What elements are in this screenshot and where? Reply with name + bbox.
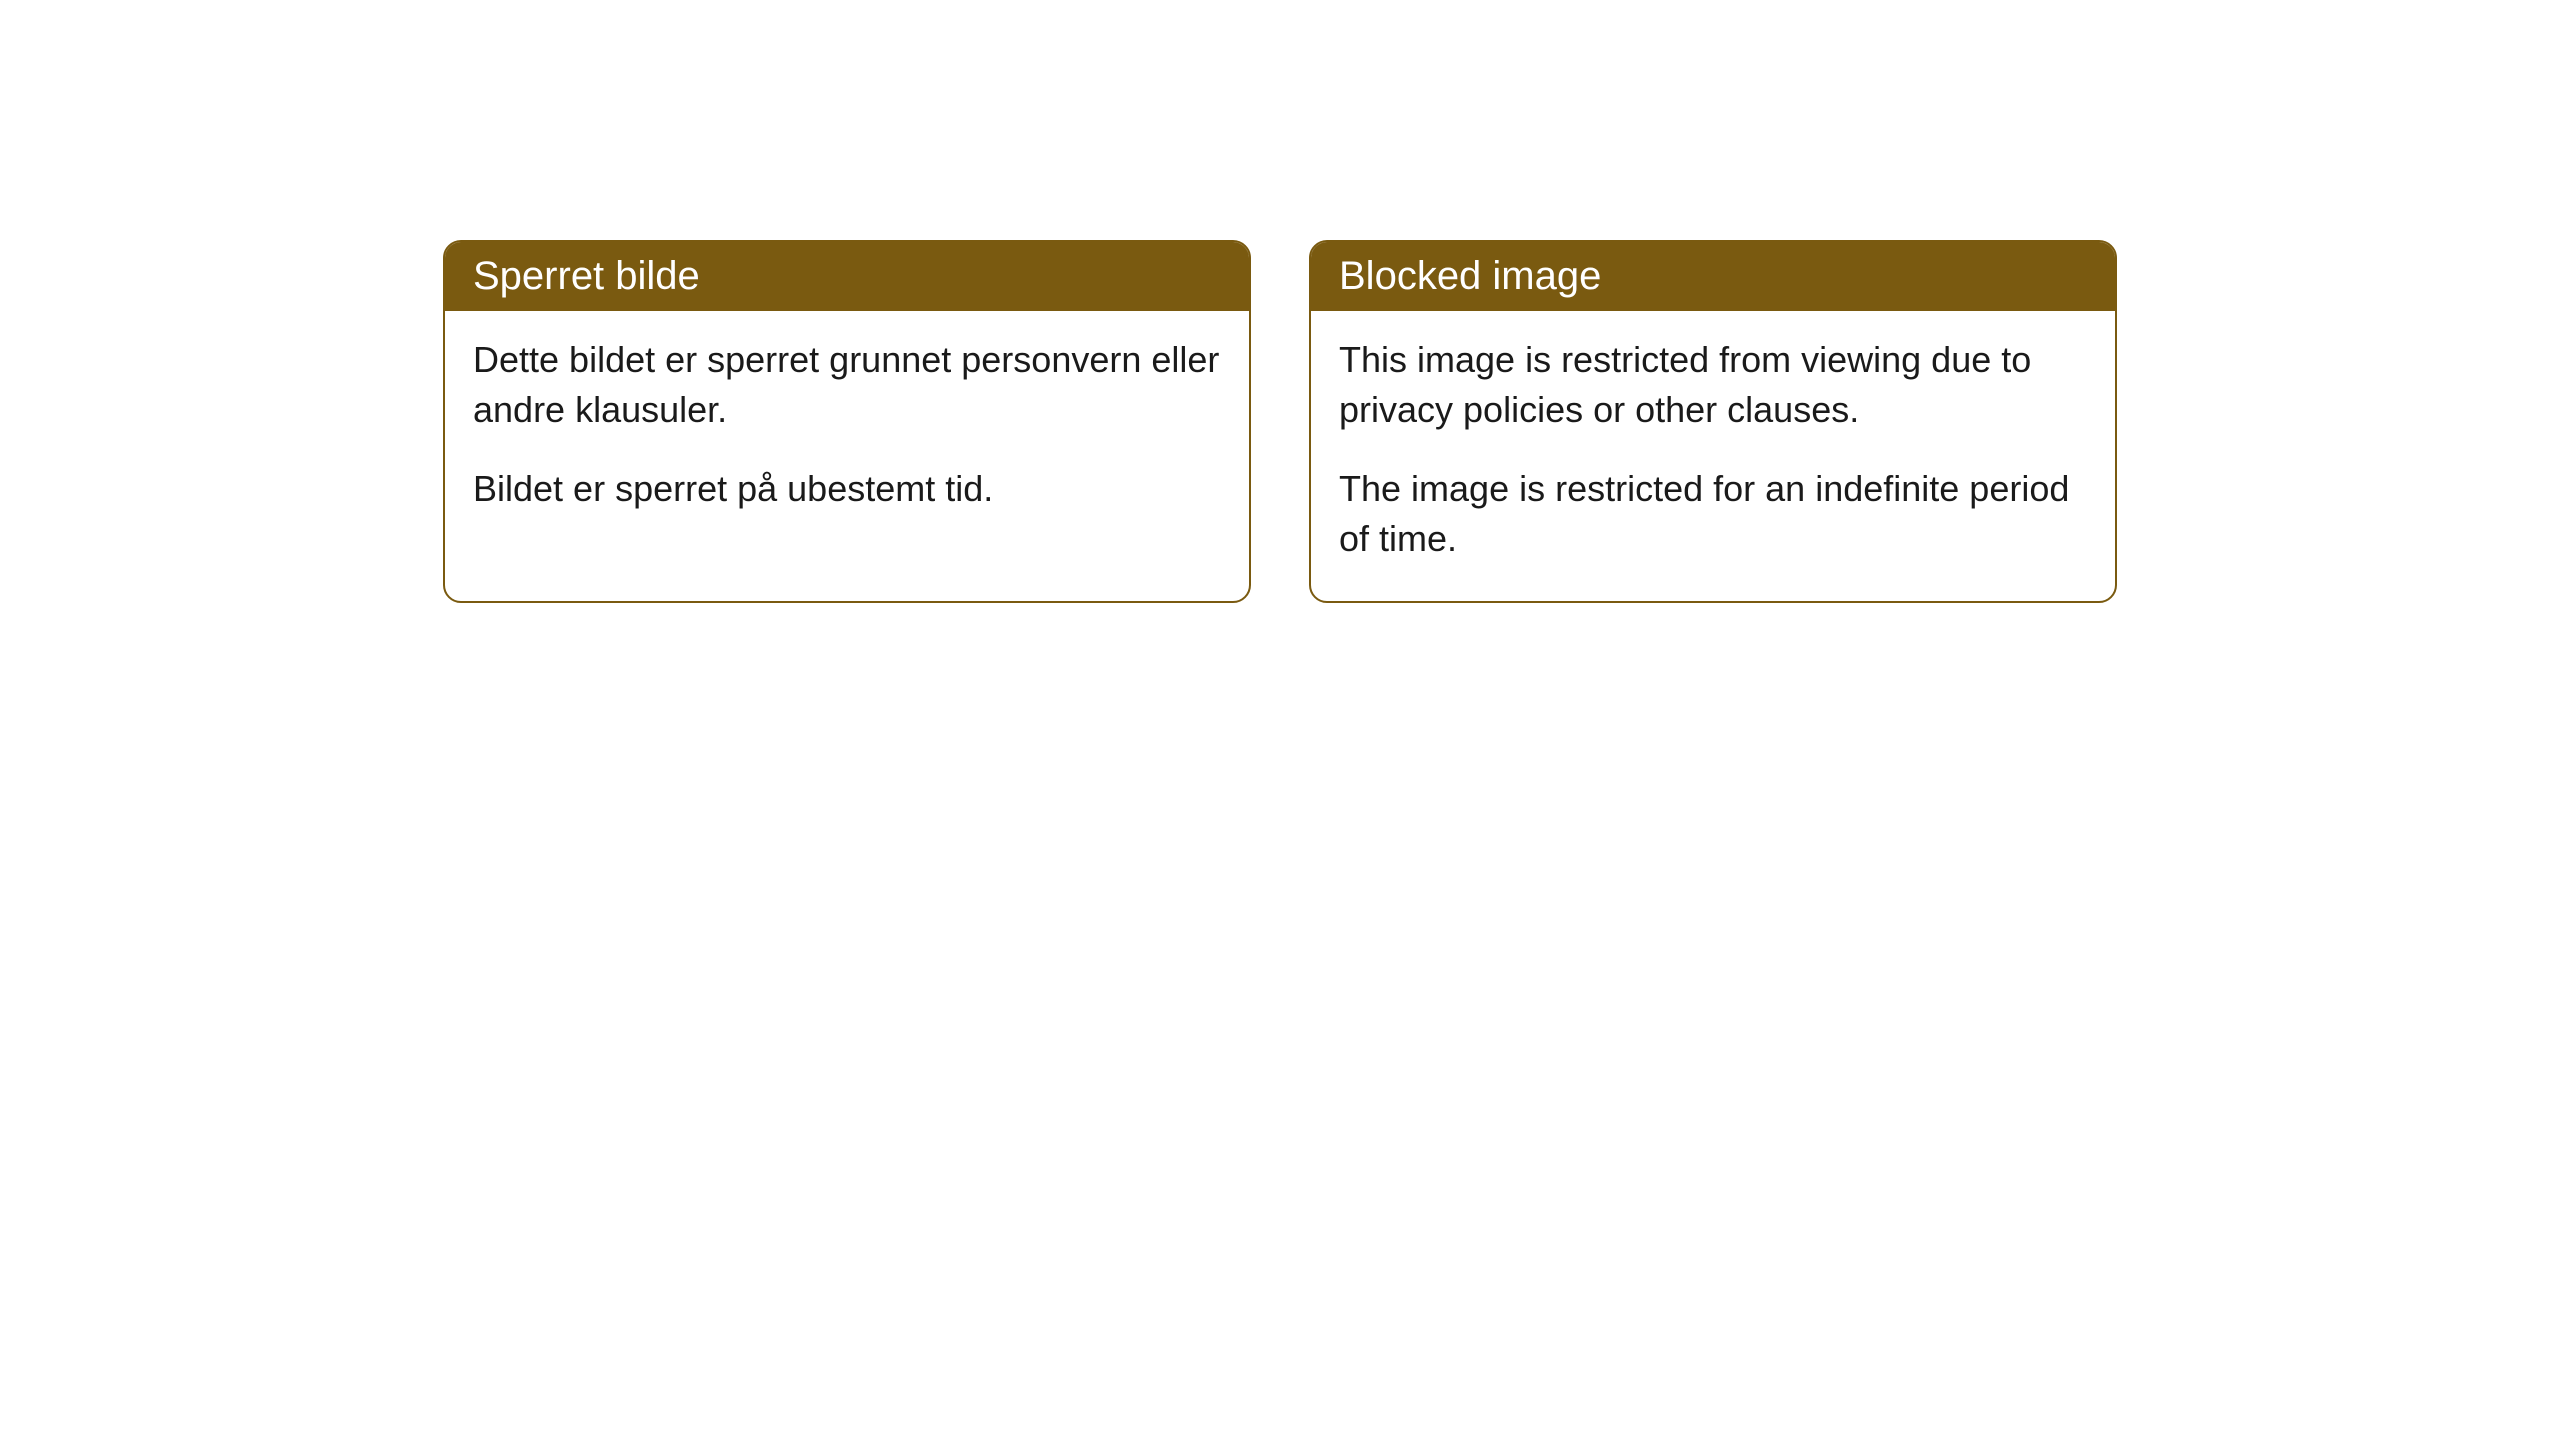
card-text-english-1: This image is restricted from viewing du… — [1339, 335, 2087, 436]
card-body-norwegian: Dette bildet er sperret grunnet personve… — [445, 311, 1249, 550]
card-text-english-2: The image is restricted for an indefinit… — [1339, 464, 2087, 565]
card-header-norwegian: Sperret bilde — [445, 242, 1249, 311]
blocked-image-card-english: Blocked image This image is restricted f… — [1309, 240, 2117, 603]
card-body-english: This image is restricted from viewing du… — [1311, 311, 2115, 601]
card-text-norwegian-2: Bildet er sperret på ubestemt tid. — [473, 464, 1221, 514]
notice-cards-container: Sperret bilde Dette bildet er sperret gr… — [0, 240, 2560, 603]
card-text-norwegian-1: Dette bildet er sperret grunnet personve… — [473, 335, 1221, 436]
card-header-english: Blocked image — [1311, 242, 2115, 311]
blocked-image-card-norwegian: Sperret bilde Dette bildet er sperret gr… — [443, 240, 1251, 603]
